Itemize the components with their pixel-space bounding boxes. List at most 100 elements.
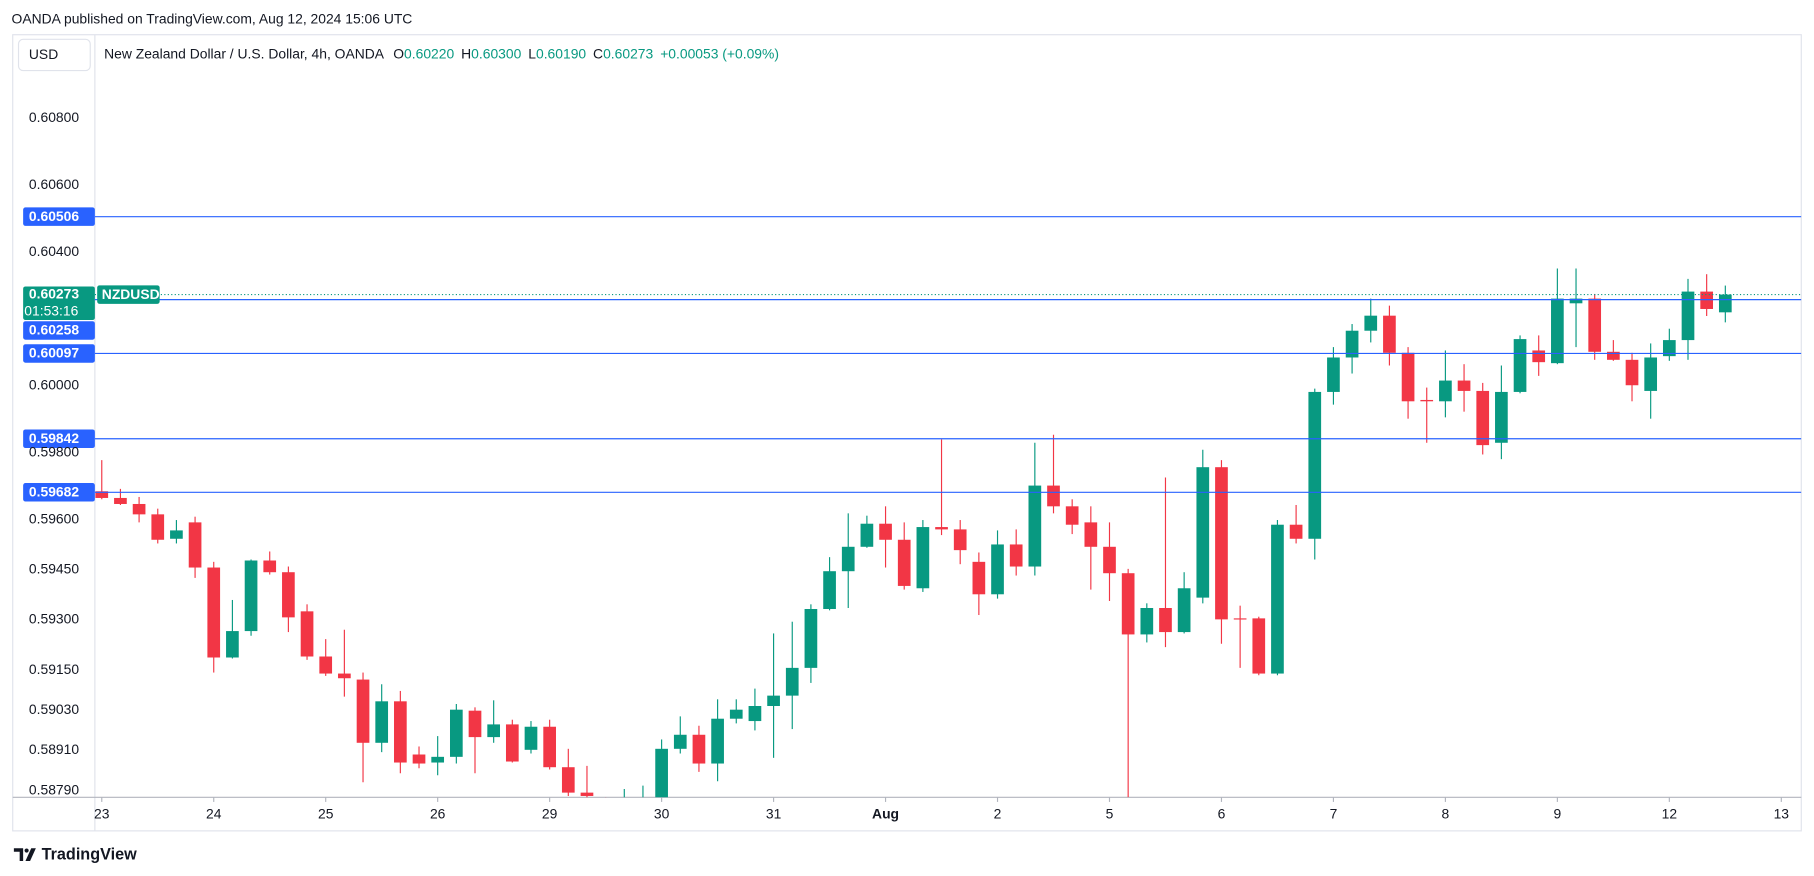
candle-body xyxy=(319,656,333,674)
legend-field-label: C xyxy=(593,45,603,61)
candle-body xyxy=(263,560,277,573)
y-tick-label: 0.59300 xyxy=(29,611,79,627)
candle-body xyxy=(1065,506,1079,525)
candle-body xyxy=(338,673,351,679)
x-tick-label: 26 xyxy=(430,805,446,821)
legend-field-value: 0.60273 xyxy=(603,45,653,61)
candle-body xyxy=(1607,351,1620,360)
candle-body xyxy=(841,546,855,572)
candle-body xyxy=(1028,485,1042,567)
level-label: 0.60258 xyxy=(29,322,79,338)
candle-body xyxy=(1308,391,1322,539)
x-tick-label: Aug xyxy=(872,805,899,821)
x-tick-label: 23 xyxy=(94,805,110,821)
legend-title: New Zealand Dollar / U.S. Dollar, 4h, OA… xyxy=(104,45,385,61)
plot-area xyxy=(94,216,1802,815)
candle-body xyxy=(1420,399,1434,402)
candle-body xyxy=(132,503,146,515)
x-tick-label: 8 xyxy=(1442,805,1450,821)
candle-body xyxy=(655,748,668,798)
candle-body xyxy=(1439,380,1452,402)
candle-body xyxy=(1233,618,1247,620)
candle-body xyxy=(114,497,127,504)
candle-body xyxy=(935,527,948,530)
candle-body xyxy=(804,609,818,668)
candle-body xyxy=(673,734,687,749)
candle-body xyxy=(729,709,743,719)
candle-body xyxy=(1103,546,1116,574)
candle-body xyxy=(1700,291,1714,309)
candle-body xyxy=(1513,339,1527,392)
logo-mark xyxy=(13,848,24,861)
candle-body xyxy=(226,631,239,658)
candle-body xyxy=(188,522,202,568)
currency-button[interactable] xyxy=(17,38,91,72)
candle-body xyxy=(1252,618,1266,674)
y-tick-label: 0.59450 xyxy=(29,561,79,577)
candle-body xyxy=(972,561,986,595)
x-tick-label: 30 xyxy=(654,805,670,821)
candle-body xyxy=(95,491,109,498)
candle-body xyxy=(618,800,631,803)
candle-body xyxy=(916,527,930,589)
candle-body xyxy=(1084,522,1098,547)
level-label: 0.60506 xyxy=(29,208,79,224)
candle-body xyxy=(151,514,165,540)
candle-body xyxy=(1495,391,1508,443)
candle-body xyxy=(860,523,874,547)
symbol-label: NZDUSD xyxy=(102,286,160,302)
candle-body xyxy=(711,718,724,764)
x-tick-label: 12 xyxy=(1662,805,1678,821)
candle-body xyxy=(244,560,258,632)
candle-body xyxy=(1345,330,1359,358)
symbol-box xyxy=(97,285,160,304)
candle-body xyxy=(823,571,836,610)
level-label: 0.60097 xyxy=(29,345,79,361)
x-tick-label: 6 xyxy=(1218,805,1226,821)
symbol-legend: New Zealand Dollar / U.S. Dollar, 4h, OA… xyxy=(104,45,779,61)
y-tick-label: 0.59030 xyxy=(29,701,79,717)
chart-frame xyxy=(12,34,1802,832)
candle-body xyxy=(561,767,575,793)
y-tick-label: 0.59800 xyxy=(29,443,79,459)
logo-mark xyxy=(25,848,36,861)
price-labels: 0.60506 0.60258 0.60097 0.59842 0.59682 0.602… xyxy=(23,207,160,502)
candle-body xyxy=(1215,467,1228,620)
y-tick-label: 0.60000 xyxy=(29,377,79,393)
level-label-box xyxy=(23,483,95,502)
candle-body xyxy=(1047,485,1060,507)
candle-body xyxy=(636,797,650,798)
candle-body xyxy=(580,792,594,796)
level-label: 0.59682 xyxy=(29,484,79,500)
candle-body xyxy=(1121,573,1135,635)
candle-body xyxy=(412,754,426,764)
candle-body xyxy=(543,726,556,768)
candle-body xyxy=(356,679,370,743)
candle-body xyxy=(1718,294,1732,313)
x-tick-label: 13 xyxy=(1774,805,1790,821)
candle-body xyxy=(1289,524,1303,539)
candle-body xyxy=(524,726,538,750)
candle-body xyxy=(1177,588,1191,633)
candle-body xyxy=(207,567,221,658)
y-tick-label: 0.59150 xyxy=(29,661,79,677)
logo-mark xyxy=(24,848,29,853)
x-tick-label: 7 xyxy=(1330,805,1338,821)
candle-body xyxy=(879,523,892,540)
level-label-box xyxy=(23,429,95,449)
y-tick-label: 0.58910 xyxy=(29,741,79,757)
legend-field-label: H xyxy=(461,45,471,61)
x-tick-label: 2 xyxy=(994,805,1002,821)
x-tick-label: 9 xyxy=(1554,805,1562,821)
candle-body xyxy=(431,756,445,763)
candle-body xyxy=(170,530,183,539)
candle-body xyxy=(1476,390,1490,446)
legend-field-value: 0.60190 xyxy=(536,45,586,61)
candle-body xyxy=(785,667,799,696)
legend-field-label: O xyxy=(393,45,404,61)
candle-body xyxy=(767,695,780,706)
candle-body xyxy=(599,809,612,815)
candle-body xyxy=(953,529,967,551)
candle-body xyxy=(1271,524,1284,674)
